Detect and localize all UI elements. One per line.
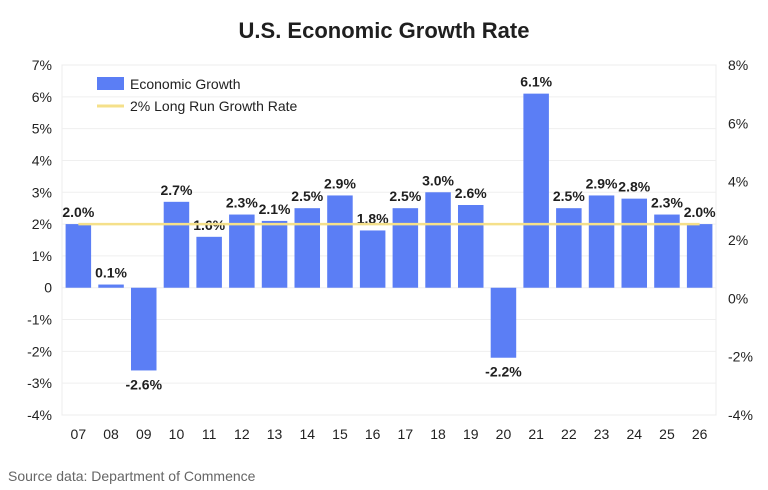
bar-data-label: 2.5% [291,188,323,204]
x-tick-label: 12 [234,426,250,442]
bar [65,224,92,288]
y-left-tick-label: 6% [32,89,52,105]
y-left-tick-label: 4% [32,152,52,168]
y-right-tick-label: 4% [728,174,748,190]
bar [294,208,321,288]
x-tick-label: 09 [136,426,152,442]
x-tick-label: 11 [202,426,217,442]
bar [98,284,124,288]
bar-data-label: 2.9% [586,175,618,191]
legend-swatch-bar [97,77,124,90]
bar [556,208,582,288]
y-left-tick-label: 0 [44,280,52,296]
bar-data-label: 6.1% [520,74,552,90]
x-tick-label: 15 [332,426,348,442]
y-right-tick-label: 2% [728,232,748,248]
x-tick-label: 23 [594,426,610,442]
bar [359,230,386,288]
plot-frame [61,64,717,416]
y-left-tick-label: 5% [32,121,52,137]
x-tick-label: 26 [692,426,708,442]
x-tick-label: 21 [528,426,544,442]
y-left-tick-label: 7% [32,57,52,73]
bar [425,192,451,288]
legend-label: Economic Growth [130,76,240,92]
bar [327,195,353,288]
bar [163,201,190,288]
bar [621,198,648,288]
y-right-tick-label: 0% [728,290,748,306]
source-note: Source data: Department of Commence [8,468,256,484]
bar-data-label: 3.0% [422,172,454,188]
bar-data-label: 2.5% [553,188,585,204]
bar [654,214,680,288]
bar [392,208,419,288]
y-left-tick-label: -3% [27,375,52,391]
bar-chart: 7% 6% 5% 4% 3% 2% 1% 0 -1% -2% -3% -4% 8% 6% 4% 2% 0% -2%… [27,57,753,442]
x-tick-label: 22 [561,426,577,442]
bar-data-label: 2.3% [226,195,258,211]
x-tick-label: 20 [496,426,512,442]
bar-data-label: 2.9% [324,175,356,191]
bar-data-label: 2.1% [259,201,291,217]
y-left-tick-label: -4% [27,407,52,423]
bar [490,287,517,358]
y-right-tick-label: 8% [728,57,748,73]
y-left-tick-label: -2% [27,343,52,359]
x-tick-label: 16 [365,426,381,442]
bar-data-label: 1.8% [357,210,389,226]
y-left-tick-label: 3% [32,184,52,200]
chart-title: U.S. Economic Growth Rate [238,18,530,43]
y-right-tick-label: -2% [728,349,753,365]
x-tick-label: 19 [463,426,479,442]
x-tick-label: 10 [169,426,185,442]
x-tick-label: 24 [626,426,642,442]
y-left-tick-label: 2% [32,216,52,232]
y-right-tick-label: 6% [728,115,748,131]
x-tick-label: 07 [71,426,87,442]
bar-data-label: 2.6% [455,185,487,201]
bar [229,214,255,288]
bar [261,220,288,288]
bar-data-label: 2.8% [618,179,650,195]
legend-label: 2% Long Run Growth Rate [130,98,298,114]
bar-data-label: 2.5% [389,188,421,204]
bar [130,287,157,371]
bar-data-label: 2.0% [62,204,94,220]
x-tick-label: 25 [659,426,675,442]
bar-data-label: 0.1% [95,265,127,281]
bar-data-label: 2.3% [651,195,683,211]
x-tick-label: 18 [430,426,446,442]
x-tick-label: 17 [398,426,414,442]
y-right-tick-label: -4% [728,407,753,423]
bar-data-label: -2.2% [485,364,522,380]
bar [457,205,484,288]
bar-data-label: -2.6% [125,376,162,392]
y-left-tick-label: 1% [32,248,52,264]
bar-data-label: 2.7% [160,182,192,198]
bar-data-label: 2.0% [684,204,716,220]
y-left-tick-label: -1% [27,312,52,328]
x-tick-label: 08 [103,426,119,442]
bar [196,236,222,288]
bar [588,195,615,288]
bar [686,224,713,288]
x-tick-label: 13 [267,426,283,442]
x-tick-label: 14 [299,426,315,442]
bar [523,93,549,288]
